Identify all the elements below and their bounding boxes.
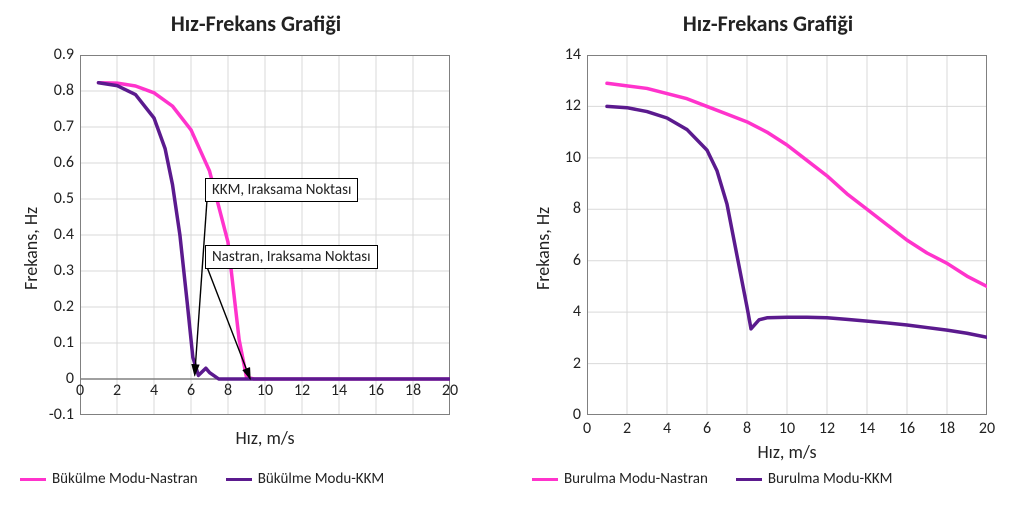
- legend-line-swatch: [20, 478, 46, 481]
- ytick-label: 0.5: [54, 189, 74, 208]
- ytick-label: 0.8: [54, 81, 74, 100]
- ytick-label: 0.9: [54, 45, 74, 64]
- ytick-label: 2: [573, 354, 581, 373]
- xtick-label: 4: [655, 419, 679, 438]
- legend-label: Bükülme Modu-KKM: [258, 470, 385, 488]
- legend-item: Bükülme Modu-KKM: [226, 470, 385, 488]
- ytick-label: 0.7: [54, 117, 74, 136]
- ytick-label: -0.1: [49, 405, 74, 424]
- xtick-label: 18: [401, 381, 425, 400]
- left-chart-plot-area: [80, 55, 450, 415]
- ytick-label: 0.2: [54, 297, 74, 316]
- legend-label: Burulma Modu-KKM: [768, 470, 893, 488]
- legend-item: Burulma Modu-KKM: [736, 470, 893, 488]
- legend-label: Bükülme Modu-Nastran: [52, 470, 198, 488]
- xtick-label: 4: [142, 381, 166, 400]
- xtick-label: 8: [216, 381, 240, 400]
- xtick-label: 10: [775, 419, 799, 438]
- xtick-label: 12: [290, 381, 314, 400]
- ytick-label: 0.3: [54, 261, 74, 280]
- ytick-label: 8: [573, 199, 581, 218]
- right-chart-title: Hız-Frekans Grafiği: [512, 10, 1024, 37]
- left-chart-title: Hız-Frekans Grafiği: [0, 10, 512, 37]
- right-chart-panel: Hız-Frekans Grafiği Frekans, Hz Hız, m/s…: [512, 0, 1024, 505]
- ytick-label: 14: [565, 45, 581, 64]
- ytick-label: 6: [573, 251, 581, 270]
- legend-item: Burulma Modu-Nastran: [532, 470, 708, 488]
- xtick-label: 20: [975, 419, 999, 438]
- left-chart-xlabel: Hız, m/s: [80, 427, 450, 449]
- right-chart-xlabel: Hız, m/s: [587, 441, 987, 463]
- ytick-label: 10: [565, 148, 581, 167]
- left-chart-panel: Hız-Frekans Grafiği Frekans, Hz Hız, m/s…: [0, 0, 512, 505]
- ytick-label: 0: [66, 369, 74, 388]
- xtick-label: 16: [364, 381, 388, 400]
- xtick-label: 6: [695, 419, 719, 438]
- annotation-box: KKM, Iraksama Noktası: [205, 178, 358, 202]
- legend-line-swatch: [736, 478, 762, 481]
- legend-label: Burulma Modu-Nastran: [564, 470, 708, 488]
- ytick-label: 0: [573, 405, 581, 424]
- left-chart-legend: Bükülme Modu-Nastran Bükülme Modu-KKM: [20, 470, 384, 488]
- xtick-label: 18: [935, 419, 959, 438]
- xtick-label: 14: [855, 419, 879, 438]
- annotation-box: Nastran, Iraksama Noktası: [205, 245, 378, 269]
- ytick-label: 12: [565, 96, 581, 115]
- xtick-label: 6: [179, 381, 203, 400]
- right-chart-legend: Burulma Modu-Nastran Burulma Modu-KKM: [532, 470, 892, 488]
- ytick-label: 0.4: [54, 225, 74, 244]
- left-chart-ylabel: Frekans, Hz: [20, 207, 42, 290]
- legend-line-swatch: [226, 478, 252, 481]
- xtick-label: 2: [615, 419, 639, 438]
- right-chart-ylabel: Frekans, Hz: [532, 207, 554, 290]
- right-chart-plot-area: [587, 55, 987, 415]
- ytick-label: 4: [573, 302, 581, 321]
- ytick-label: 0.6: [54, 153, 74, 172]
- xtick-label: 16: [895, 419, 919, 438]
- xtick-label: 20: [438, 381, 462, 400]
- xtick-label: 8: [735, 419, 759, 438]
- xtick-label: 10: [253, 381, 277, 400]
- page: Hız-Frekans Grafiği Frekans, Hz Hız, m/s…: [0, 0, 1024, 505]
- legend-line-swatch: [532, 478, 558, 481]
- xtick-label: 2: [105, 381, 129, 400]
- xtick-label: 14: [327, 381, 351, 400]
- ytick-label: 0.1: [54, 333, 74, 352]
- xtick-label: 12: [815, 419, 839, 438]
- legend-item: Bükülme Modu-Nastran: [20, 470, 198, 488]
